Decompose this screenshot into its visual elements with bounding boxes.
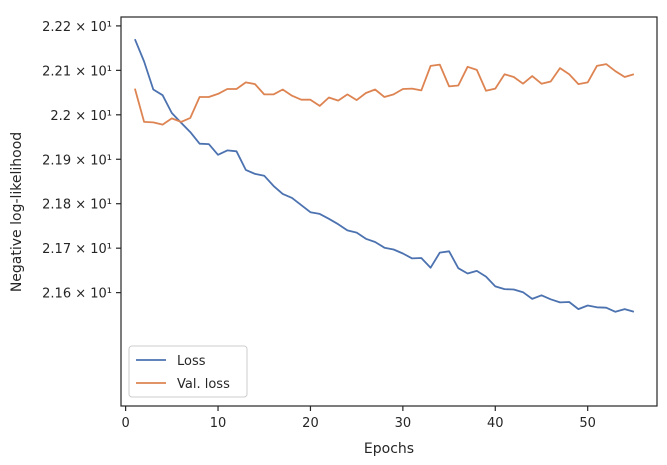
y-tick-label: 2.22 × 10¹ bbox=[42, 20, 112, 35]
legend-label-loss: Loss bbox=[177, 354, 206, 369]
y-tick-label: 2.2 × 10¹ bbox=[50, 109, 112, 124]
x-tick-label: 30 bbox=[395, 416, 412, 431]
y-axis-ticks: 2.16 × 10¹ 2.17 × 10¹ 2.18 × 10¹ 2.19 × 10¹… bbox=[42, 20, 121, 302]
x-tick-label: 40 bbox=[487, 416, 504, 431]
legend-label-val-loss: Val. loss bbox=[177, 377, 230, 392]
x-tick-label: 10 bbox=[210, 416, 227, 431]
series-line-loss bbox=[134, 38, 635, 313]
series-line-val-loss bbox=[134, 63, 635, 126]
x-tick-label: 50 bbox=[579, 416, 596, 431]
y-tick-label: 2.19 × 10¹ bbox=[42, 153, 112, 168]
y-tick-label: 2.17 × 10¹ bbox=[42, 242, 112, 257]
plot-frame bbox=[120, 16, 658, 407]
x-axis-label: Epochs bbox=[364, 441, 414, 457]
legend: Loss Val. loss bbox=[128, 345, 248, 398]
series-layer bbox=[134, 38, 635, 313]
x-axis-ticks: 0 10 20 30 40 50 bbox=[121, 406, 596, 431]
y-tick-label: 2.18 × 10¹ bbox=[42, 198, 112, 213]
x-tick-label: 20 bbox=[302, 416, 319, 431]
y-axis-label: Negative log-likelihood bbox=[9, 132, 25, 292]
x-tick-label: 0 bbox=[121, 416, 129, 431]
y-tick-label: 2.16 × 10¹ bbox=[42, 287, 112, 302]
legend-box bbox=[128, 345, 248, 398]
y-tick-label: 2.21 × 10¹ bbox=[42, 64, 112, 79]
